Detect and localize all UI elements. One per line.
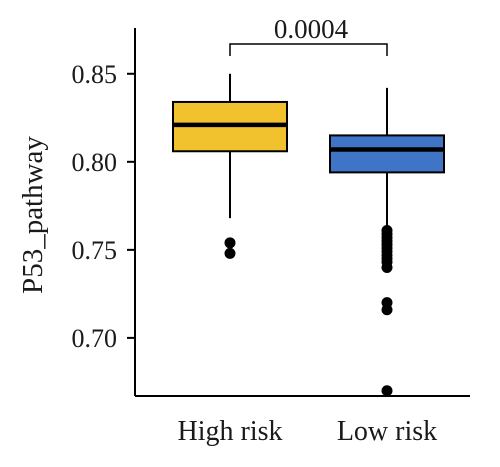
x-tick-label-low-risk: Low risk	[337, 416, 437, 447]
y-tick-label: 0.70	[72, 324, 118, 353]
p-value-label: 0.0004	[274, 14, 349, 44]
y-axis-label: P53_pathway	[17, 136, 49, 294]
outlier-point	[381, 385, 393, 397]
box-high-risk	[172, 73, 288, 259]
significance-bracket	[229, 43, 388, 56]
y-tick-label: 0.75	[72, 236, 118, 265]
box-low-risk	[329, 87, 445, 397]
x-tick-label-high-risk: High risk	[178, 416, 283, 447]
outlier-point	[381, 304, 393, 316]
outlier-point	[224, 237, 236, 249]
y-tick-label: 0.80	[72, 148, 118, 177]
outlier-point	[224, 247, 236, 259]
y-tick-label: 0.85	[72, 60, 118, 89]
outlier-point	[381, 261, 393, 273]
iqr-box	[329, 134, 445, 174]
y-ticks: 0.70 0.75 0.80 0.85	[72, 60, 135, 353]
boxes	[172, 73, 445, 397]
